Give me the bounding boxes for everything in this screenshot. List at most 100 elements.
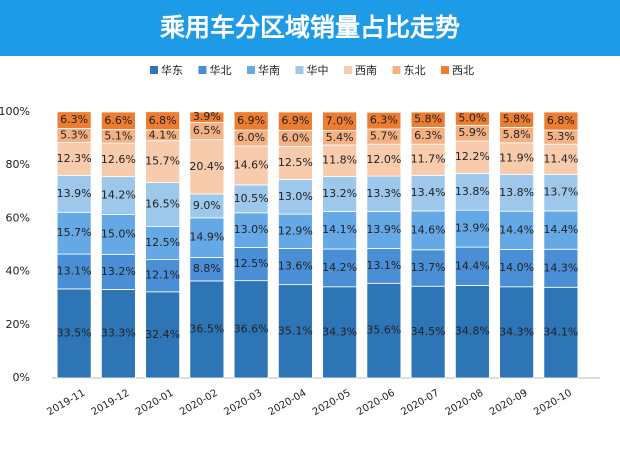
legend-label: 西南 xyxy=(355,64,377,77)
bar-segment xyxy=(100,176,136,215)
data-label: 34.5% xyxy=(411,325,446,338)
bar-segment xyxy=(233,184,269,214)
x-tick-label: 2020-04 xyxy=(267,388,309,418)
x-tick-label: 2020-01 xyxy=(134,388,176,418)
bar-segment xyxy=(56,253,92,290)
bar-segment xyxy=(189,111,225,123)
bar-segment xyxy=(56,111,92,129)
data-label: 33.3% xyxy=(101,327,136,340)
data-label: 5.8% xyxy=(503,128,531,141)
legend-swatch xyxy=(441,66,449,74)
data-label: 6.5% xyxy=(193,124,221,137)
data-label: 11.9% xyxy=(499,152,534,165)
data-label: 13.3% xyxy=(366,187,401,200)
bar-segment xyxy=(499,249,535,288)
y-tick-label: 100% xyxy=(0,105,30,118)
bar-segment xyxy=(543,143,579,175)
bar-segment xyxy=(100,142,136,178)
bar-segment xyxy=(100,253,136,290)
data-label: 14.4% xyxy=(543,223,578,236)
data-label: 10.5% xyxy=(234,192,269,205)
data-label: 14.4% xyxy=(455,259,490,272)
data-label: 4.1% xyxy=(149,128,177,141)
bar-segment xyxy=(277,111,313,131)
bar-segment xyxy=(233,212,269,248)
data-label: 13.9% xyxy=(455,222,490,235)
data-label: 15.7% xyxy=(145,155,180,168)
bar-segment xyxy=(145,111,181,131)
bar-segment xyxy=(322,211,358,250)
bar-segment xyxy=(410,174,446,212)
legend-label: 华南 xyxy=(258,63,280,77)
data-label: 36.6% xyxy=(234,322,269,335)
data-label: 20.4% xyxy=(189,160,224,173)
bar-segment xyxy=(233,280,269,379)
bar-segment xyxy=(499,111,535,128)
bar-segment xyxy=(145,259,181,293)
bar-segment xyxy=(189,217,225,258)
bar-segment xyxy=(233,111,269,131)
bar-segment xyxy=(145,291,181,379)
data-label: 5.1% xyxy=(104,129,132,142)
data-label: 12.5% xyxy=(278,156,313,169)
data-label: 6.3% xyxy=(414,129,442,142)
data-label: 12.5% xyxy=(234,257,269,270)
data-label: 34.1% xyxy=(543,326,578,339)
data-label: 14.6% xyxy=(411,223,446,236)
bar-segment xyxy=(322,175,358,212)
bar-segment xyxy=(499,286,535,379)
data-label: 15.7% xyxy=(57,226,92,239)
data-label: 13.9% xyxy=(57,187,92,200)
legend-label: 华东 xyxy=(161,63,183,77)
x-tick-label: 2020-07 xyxy=(399,388,441,418)
data-label: 6.3% xyxy=(370,114,398,127)
data-label: 3.9% xyxy=(193,110,221,123)
data-label: 6.9% xyxy=(237,114,265,127)
data-label: 11.7% xyxy=(411,153,446,166)
data-label: 11.8% xyxy=(322,154,357,167)
data-label: 12.9% xyxy=(278,224,313,237)
data-label: 14.6% xyxy=(234,158,269,171)
bar-segment xyxy=(499,174,535,212)
data-label: 16.5% xyxy=(145,197,180,210)
bar-segment xyxy=(410,111,446,128)
x-tick-label: 2020-09 xyxy=(488,388,530,418)
x-tick-label: 2020-05 xyxy=(311,388,353,418)
x-tick-label: 2019-11 xyxy=(45,388,87,418)
bar-segment xyxy=(145,182,181,227)
data-label: 13.2% xyxy=(322,187,357,200)
data-label: 13.0% xyxy=(278,190,313,203)
data-label: 15.0% xyxy=(101,227,136,240)
y-tick-label: 40% xyxy=(6,265,30,278)
bar-segment xyxy=(410,285,446,379)
data-label: 6.6% xyxy=(104,114,132,127)
data-label: 14.2% xyxy=(101,189,136,202)
legend-swatch xyxy=(247,66,255,74)
data-label: 5.7% xyxy=(370,130,398,143)
data-label: 9.0% xyxy=(193,199,221,212)
data-label: 13.8% xyxy=(455,185,490,198)
data-label: 12.5% xyxy=(145,236,180,249)
bar-segment xyxy=(56,288,92,379)
bar-segment xyxy=(543,174,579,212)
data-label: 6.3% xyxy=(60,113,88,126)
bar-segment xyxy=(100,289,136,379)
data-label: 12.6% xyxy=(101,153,136,166)
data-label: 12.1% xyxy=(145,269,180,282)
data-label: 12.0% xyxy=(366,153,401,166)
y-tick-label: 60% xyxy=(6,211,30,224)
data-label: 14.1% xyxy=(322,223,357,236)
data-label: 13.1% xyxy=(366,259,401,272)
data-label: 13.9% xyxy=(366,223,401,236)
y-tick-label: 0% xyxy=(13,371,30,384)
bar-segment xyxy=(145,225,181,261)
bar-segment xyxy=(189,280,225,379)
data-label: 35.1% xyxy=(278,324,313,337)
bar-segment xyxy=(454,246,490,286)
data-label: 13.4% xyxy=(411,186,446,199)
bar-segment xyxy=(543,248,579,288)
data-label: 13.1% xyxy=(57,264,92,277)
data-label: 13.6% xyxy=(278,260,313,273)
data-label: 14.4% xyxy=(499,223,534,236)
